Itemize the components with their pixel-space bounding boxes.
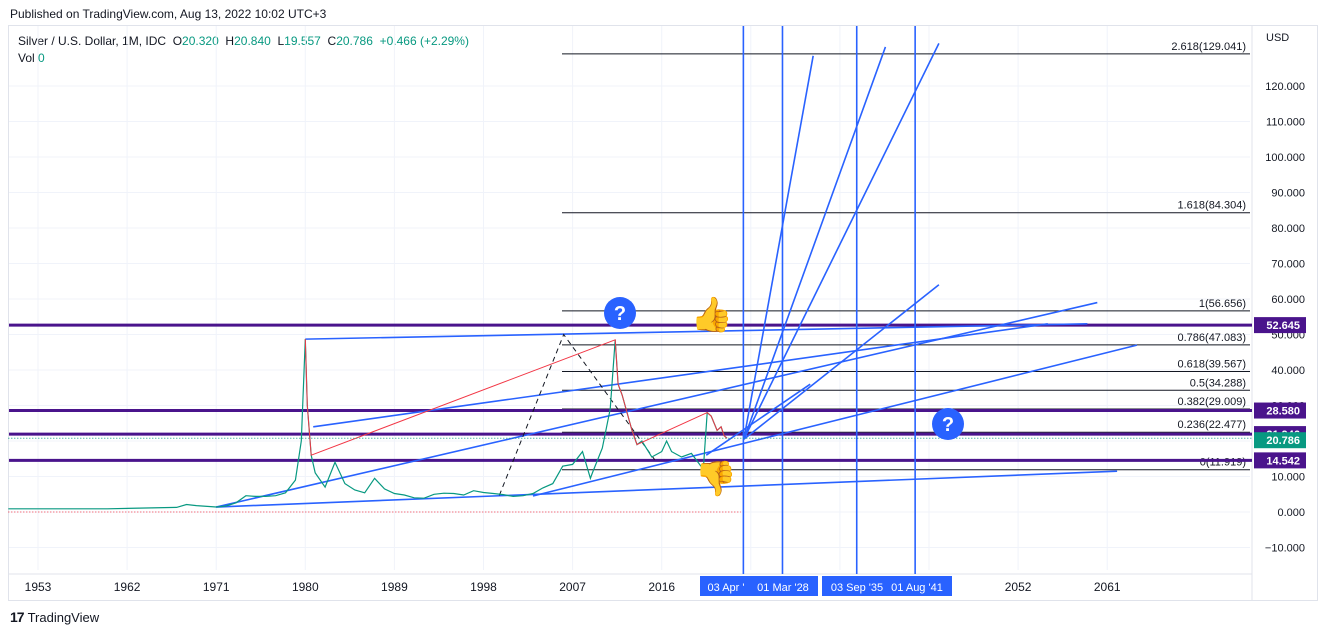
legend-low: 19.557 — [284, 34, 321, 48]
chart-legend: Silver / U.S. Dollar, 1M, IDC O20.320 H2… — [18, 34, 469, 68]
legend-ohlc-row: Silver / U.S. Dollar, 1M, IDC O20.320 H2… — [18, 34, 469, 51]
currency-label: USD — [1266, 32, 1290, 44]
legend-vol-label[interactable]: Vol — [18, 51, 35, 65]
legend-volume-row: Vol 0 — [18, 51, 469, 68]
legend-vol: 0 — [38, 51, 45, 65]
legend-change: +0.466 (+2.29%) — [379, 34, 469, 48]
legend-high: 20.840 — [234, 34, 271, 48]
legend-open: 20.320 — [182, 34, 219, 48]
legend-high-label: H — [225, 34, 235, 48]
legend-close-label: C — [327, 34, 337, 48]
tradingview-logo-icon: 17 — [10, 609, 25, 625]
legend-open-label: O — [172, 34, 183, 48]
legend-symbol[interactable]: Silver / U.S. Dollar, 1M, IDC — [18, 34, 167, 48]
chart-frame[interactable] — [8, 25, 1318, 601]
published-note: Published on TradingView.com, Aug 13, 20… — [10, 7, 327, 21]
brand-name: TradingView — [27, 609, 100, 625]
tradingview-logo[interactable]: 17 TradingView — [10, 609, 99, 625]
legend-low-label: L — [277, 34, 285, 48]
legend-close: 20.786 — [336, 34, 373, 48]
